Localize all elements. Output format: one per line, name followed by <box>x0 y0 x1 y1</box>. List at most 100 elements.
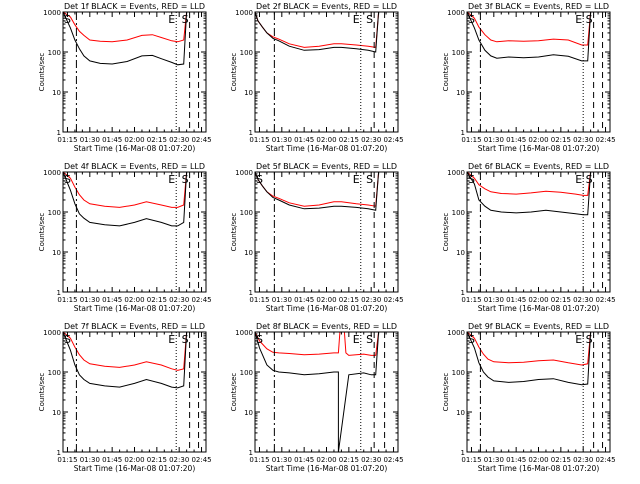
x-tick-label: 02:45 <box>191 296 211 304</box>
x-tick-label: 02:45 <box>383 136 403 144</box>
marker-label: E <box>575 13 582 26</box>
x-tick-label: 01:30 <box>272 296 292 304</box>
y-axis-label: Counts/sec <box>442 213 450 252</box>
x-tick-label: 01:15 <box>57 456 77 464</box>
y-tick-label: 1000 <box>235 9 253 17</box>
start-marker-label: S <box>64 13 71 26</box>
series-line-events <box>255 332 380 452</box>
marker-label: S <box>182 13 189 26</box>
x-tick-label: 01:45 <box>506 136 526 144</box>
x-tick-label: 02:30 <box>361 296 381 304</box>
y-tick-label: 10 <box>456 249 465 257</box>
y-axis-label: Counts/sec <box>38 53 46 92</box>
x-tick-label: 02:45 <box>383 456 403 464</box>
y-tick-label: 100 <box>240 209 253 217</box>
start-marker-label: S <box>468 173 475 186</box>
x-tick-label: 01:45 <box>294 296 314 304</box>
marker-label: E <box>353 13 360 26</box>
y-tick-label: 1 <box>249 289 253 297</box>
x-tick-label: 02:00 <box>528 136 548 144</box>
x-tick-label: 01:30 <box>484 136 504 144</box>
x-tick-label: 02:30 <box>361 136 381 144</box>
x-tick-label: 01:30 <box>484 456 504 464</box>
y-tick-label: 1 <box>461 129 465 137</box>
y-tick-label: 100 <box>48 369 61 377</box>
x-tick-label: 02:15 <box>339 136 359 144</box>
series-line-events <box>467 172 592 216</box>
y-tick-label: 100 <box>240 49 253 57</box>
x-tick-label: 01:30 <box>80 136 100 144</box>
chart-title: Det 1f BLACK = Events, RED = LLD <box>64 2 205 11</box>
x-axis-label: Start Time (16-Mar-08 01:07:20) <box>74 304 196 313</box>
x-tick-label: 02:30 <box>361 456 381 464</box>
x-axis-label: Start Time (16-Mar-08 01:07:20) <box>74 464 196 473</box>
x-tick-label: 01:30 <box>272 136 292 144</box>
x-tick-label: 02:30 <box>169 136 189 144</box>
x-tick-label: 01:15 <box>461 296 481 304</box>
x-tick-label: 02:15 <box>147 456 167 464</box>
y-tick-label: 10 <box>52 409 61 417</box>
chart-title: Det 7f BLACK = Events, RED = LLD <box>64 322 205 331</box>
x-tick-label: 02:15 <box>551 136 571 144</box>
marker-label: S <box>182 333 189 346</box>
series-line-events <box>63 12 188 66</box>
y-tick-label: 1000 <box>235 169 253 177</box>
series-line-lld <box>255 172 380 207</box>
x-tick-label: 02:00 <box>316 296 336 304</box>
chart-panel-2: Det 2f BLACK = Events, RED = LLD E S 1 10 100… <box>230 2 404 153</box>
x-tick-label: 02:45 <box>191 136 211 144</box>
x-tick-label: 02:00 <box>316 456 336 464</box>
series-line-events <box>255 172 380 211</box>
marker-label: E <box>575 173 582 186</box>
x-tick-label: 01:45 <box>506 296 526 304</box>
y-tick-label: 1000 <box>43 329 61 337</box>
y-tick-label: 1000 <box>235 329 253 337</box>
x-axis-label: Start Time (16-Mar-08 01:07:20) <box>478 144 600 153</box>
x-tick-label: 01:45 <box>294 136 314 144</box>
x-tick-label: 01:45 <box>102 296 122 304</box>
x-tick-label: 01:30 <box>484 296 504 304</box>
x-tick-label: 01:15 <box>249 456 269 464</box>
axes-frame <box>254 11 399 133</box>
y-tick-label: 100 <box>240 369 253 377</box>
x-tick-label: 02:45 <box>595 136 615 144</box>
start-marker-label: S <box>256 333 263 346</box>
y-tick-label: 1 <box>461 449 465 457</box>
x-tick-label: 02:30 <box>169 296 189 304</box>
y-tick-label: 10 <box>244 409 253 417</box>
y-tick-label: 10 <box>244 249 253 257</box>
x-tick-label: 02:45 <box>595 456 615 464</box>
x-tick-label: 02:00 <box>124 136 144 144</box>
y-tick-label: 100 <box>48 209 61 217</box>
x-axis-label: Start Time (16-Mar-08 01:07:20) <box>266 304 388 313</box>
x-tick-label: 02:00 <box>528 456 548 464</box>
y-tick-label: 10 <box>52 249 61 257</box>
y-axis-label: Counts/sec <box>230 213 238 252</box>
x-axis-label: Start Time (16-Mar-08 01:07:20) <box>266 144 388 153</box>
x-tick-label: 01:15 <box>461 136 481 144</box>
y-axis-label: Counts/sec <box>230 373 238 412</box>
x-tick-label: 01:45 <box>102 456 122 464</box>
marker-label: E <box>168 13 175 26</box>
chart-title: Det 3f BLACK = Events, RED = LLD <box>468 2 609 11</box>
series-line-events <box>255 12 380 53</box>
y-tick-label: 10 <box>244 89 253 97</box>
x-axis-label: Start Time (16-Mar-08 01:07:20) <box>478 304 600 313</box>
series-line-lld <box>255 12 380 48</box>
x-axis-label: Start Time (16-Mar-08 01:07:20) <box>266 464 388 473</box>
y-tick-label: 100 <box>452 209 465 217</box>
y-axis-label: Counts/sec <box>230 53 238 92</box>
start-marker-label: S <box>64 173 71 186</box>
chart-title: Det 8f BLACK = Events, RED = LLD <box>256 322 397 331</box>
y-tick-label: 100 <box>452 369 465 377</box>
y-tick-label: 100 <box>48 49 61 57</box>
series-line-lld <box>63 12 188 43</box>
x-tick-label: 01:30 <box>80 296 100 304</box>
marker-label: E <box>353 333 360 346</box>
axes-frame <box>254 171 399 293</box>
x-tick-label: 02:45 <box>191 456 211 464</box>
